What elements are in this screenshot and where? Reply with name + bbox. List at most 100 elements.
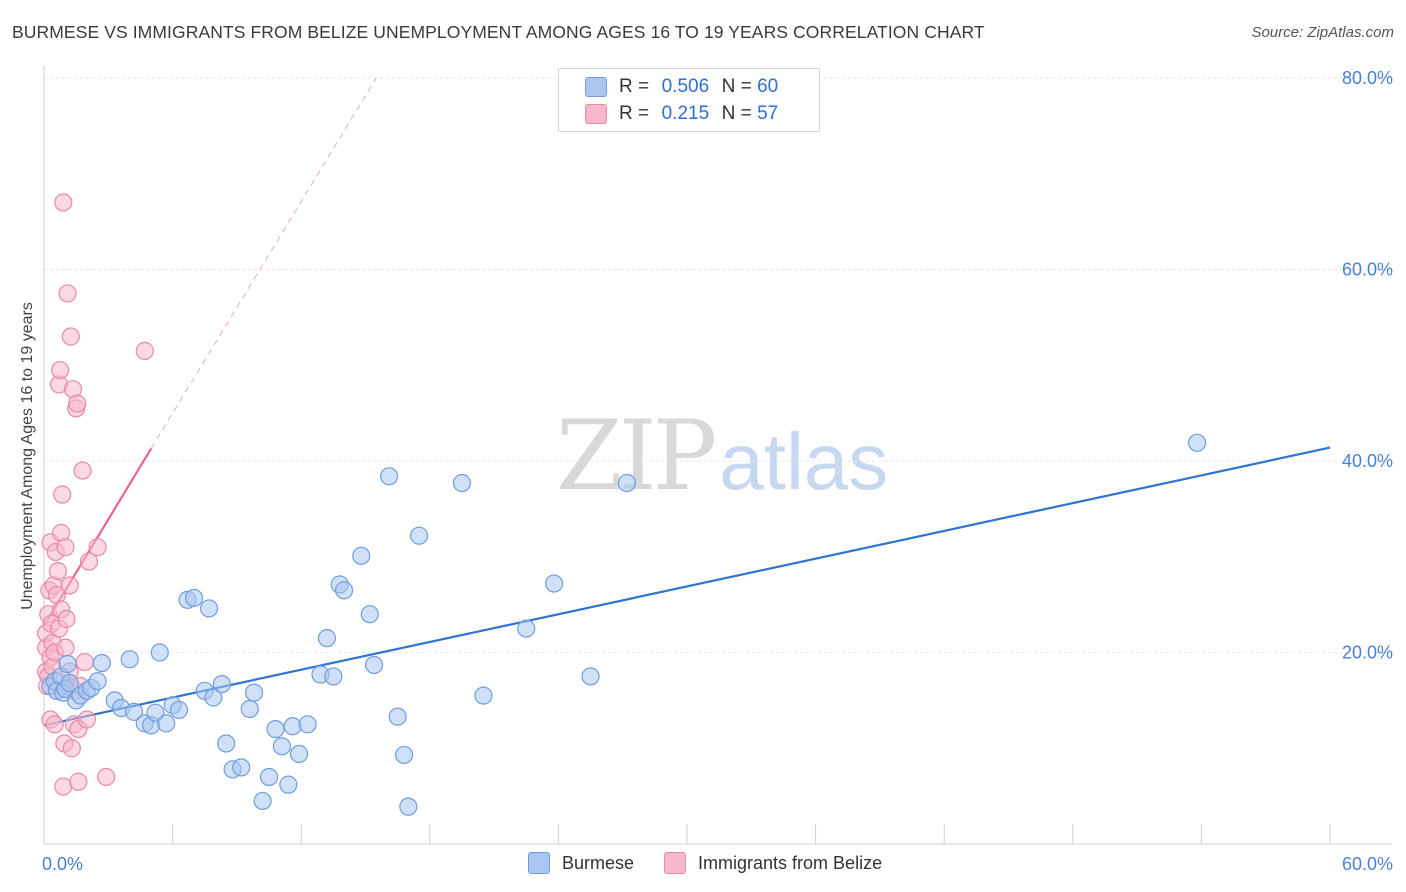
point-belize [58, 284, 77, 303]
legend-label-belize: Immigrants from Belize [698, 852, 883, 873]
point-burmese [244, 683, 264, 702]
point-burmese [517, 619, 536, 638]
point-burmese [317, 629, 337, 648]
watermark-zip: ZIP [556, 400, 717, 512]
point-burmese [169, 700, 189, 720]
point-burmese [266, 719, 285, 739]
point-burmese [452, 473, 472, 493]
point-burmese [364, 655, 384, 675]
point-burmese [298, 715, 317, 734]
legend-n-label: N = [721, 76, 752, 97]
point-burmese [409, 526, 429, 545]
legend-swatch-burmese [585, 77, 607, 97]
point-belize [77, 710, 96, 729]
point-burmese [474, 686, 493, 705]
trend-line-belize-extension [150, 77, 377, 449]
point-belize [54, 193, 73, 212]
point-burmese [259, 767, 279, 787]
point-burmese [545, 574, 564, 593]
point-burmese [617, 473, 637, 493]
point-burmese [399, 797, 418, 816]
legend-label-burmese: Burmese [562, 852, 635, 873]
point-belize [56, 638, 75, 657]
legend-n-value-burmese: 60 [757, 76, 779, 97]
point-burmese [60, 674, 79, 693]
point-burmese [150, 643, 169, 662]
legend-item-belize: Immigrants from Belize [664, 852, 882, 874]
point-belize [56, 538, 75, 557]
axes [43, 66, 1392, 845]
point-belize [88, 538, 107, 557]
point-burmese [581, 667, 600, 686]
point-burmese [1188, 433, 1207, 452]
point-burmese [379, 467, 399, 486]
point-burmese [334, 581, 354, 600]
point-belize [97, 767, 116, 787]
point-burmese [217, 734, 236, 753]
legend-item-burmese: Burmese [528, 852, 634, 874]
point-belize [61, 327, 80, 346]
point-burmese [283, 717, 302, 736]
y-tick-label: 20.0% [1342, 643, 1393, 663]
trend-line-burmese [43, 446, 1331, 727]
point-belize [60, 576, 79, 595]
data-points [37, 193, 1207, 816]
point-burmese [324, 667, 343, 686]
point-burmese [88, 672, 107, 691]
point-burmese [289, 744, 309, 764]
point-burmese [58, 654, 77, 674]
point-belize [45, 715, 64, 734]
point-burmese [240, 699, 259, 719]
trend-lines [43, 77, 1331, 727]
series-legend: Burmese Immigrants from Belize [528, 852, 912, 874]
point-burmese [352, 546, 371, 565]
chart-title: BURMESE VS IMMIGRANTS FROM BELIZE UNEMPL… [12, 22, 985, 42]
legend-n-label: N = [721, 103, 752, 124]
point-burmese [272, 737, 292, 756]
x-tick-label: 60.0% [1342, 854, 1393, 874]
legend-r-value-belize: 0.215 [661, 103, 710, 124]
point-belize [54, 777, 73, 796]
point-belize [69, 772, 88, 791]
y-tick-label: 60.0% [1342, 260, 1393, 280]
point-belize [68, 394, 87, 413]
point-belize [62, 739, 81, 758]
point-belize [79, 552, 99, 571]
point-burmese [204, 688, 223, 707]
point-burmese [124, 702, 144, 721]
point-burmese [388, 707, 407, 726]
point-burmese [92, 653, 111, 673]
point-burmese [394, 745, 414, 765]
point-burmese [199, 599, 219, 618]
legend-r-label: R = [619, 103, 650, 124]
y-tick-label: 80.0% [1342, 68, 1393, 88]
legend-r-value-burmese: 0.506 [661, 76, 710, 97]
legend-swatch-belize [585, 104, 607, 124]
x-tick-label: 0.0% [42, 854, 83, 874]
source-label: Source: ZipAtlas.com [1251, 24, 1394, 41]
point-burmese [212, 674, 231, 694]
point-belize [53, 485, 72, 504]
point-burmese [157, 714, 176, 733]
grid-lines [44, 77, 1392, 653]
point-burmese [253, 791, 272, 811]
correlation-legend: R = 0.506 N = 60 R = 0.215 N = 57 [558, 68, 820, 132]
point-burmese [120, 650, 139, 669]
legend-swatch-belize [664, 852, 687, 874]
legend-row-belize: R = 0.215 N = 57 [585, 101, 778, 127]
point-burmese [360, 605, 379, 624]
point-belize [135, 341, 154, 360]
point-burmese [279, 775, 298, 794]
legend-swatch-burmese [528, 852, 550, 874]
point-burmese [232, 758, 251, 777]
point-belize [75, 652, 94, 672]
point-belize [57, 609, 76, 629]
point-burmese [184, 588, 204, 608]
point-belize [48, 562, 68, 581]
tick-labels: 20.0% 40.0% 60.0% 80.0% 0.0% 60.0% [42, 68, 1393, 874]
legend-row-burmese: R = 0.506 N = 60 [585, 74, 778, 100]
legend-n-value-belize: 57 [757, 103, 779, 124]
y-tick-label: 40.0% [1342, 451, 1393, 471]
point-belize [50, 360, 70, 380]
